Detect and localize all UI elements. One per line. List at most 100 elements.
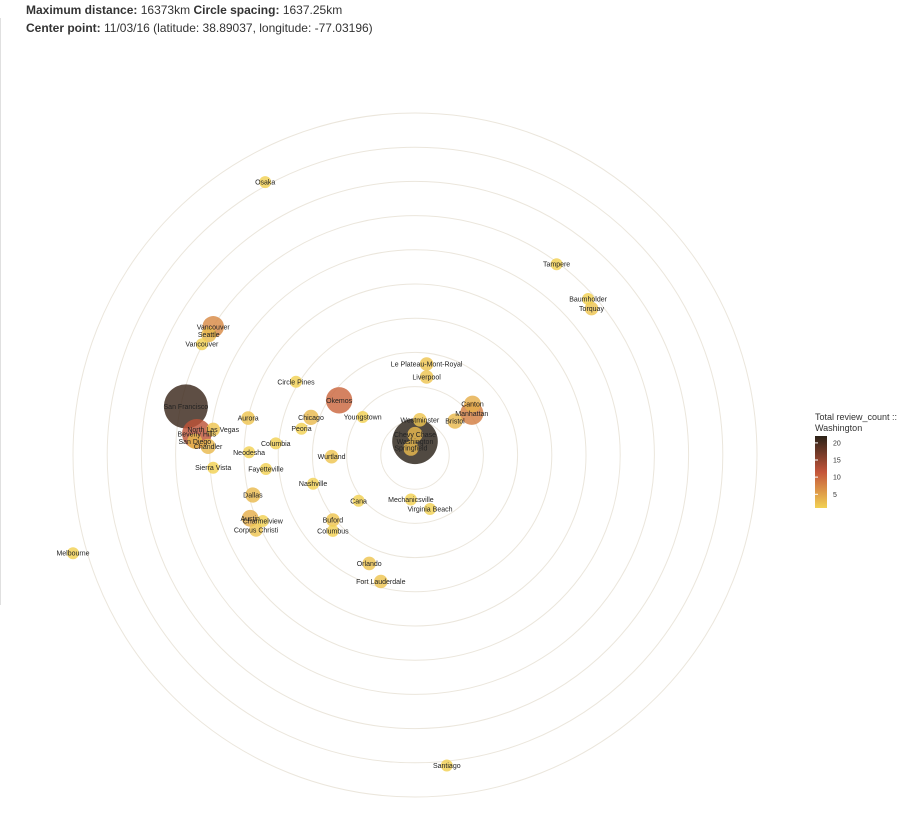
legend-tick-label: 5 (833, 492, 837, 499)
data-point (582, 293, 595, 305)
point-label: Chandler (194, 444, 223, 451)
point-label: Nashville (299, 481, 328, 488)
distance-info: Maximum distance: 16373km Circle spacing… (26, 3, 342, 17)
distance-ring (140, 180, 690, 730)
data-point (249, 523, 263, 537)
legend-tick-label: 15 (833, 458, 841, 465)
data-point (295, 422, 308, 435)
max-distance-label: Maximum distance: (26, 3, 138, 17)
point-label: Peoria (291, 426, 311, 433)
distance-ring (277, 317, 553, 593)
point-label: Manhattan (455, 411, 488, 418)
point-label: Santiago (433, 763, 461, 770)
data-point (259, 463, 272, 475)
point-label: Torquay (579, 306, 604, 313)
data-point (269, 437, 282, 450)
data-point (464, 395, 481, 413)
data-point (326, 513, 340, 527)
data-point (307, 477, 320, 490)
data-point (374, 574, 388, 589)
data-point (187, 433, 203, 449)
data-point (326, 524, 339, 537)
data-point (413, 413, 427, 427)
distance-ring (72, 112, 758, 798)
point-label: Youngstown (344, 415, 382, 422)
point-label: Vancouver (197, 324, 231, 331)
point-label: Circle Pines (277, 379, 315, 386)
data-point (325, 387, 353, 414)
point-label: Sierra Vista (195, 465, 231, 472)
circle-spacing-label: Circle spacing: (193, 3, 280, 17)
data-point (163, 384, 208, 429)
data-point (259, 176, 272, 189)
distance-ring (346, 386, 484, 524)
point-label: Baumholder (569, 297, 607, 304)
point-label: Washington (397, 439, 434, 446)
data-point (195, 338, 208, 351)
data-point (241, 509, 259, 527)
data-point (241, 411, 255, 425)
distance-ring (311, 351, 519, 559)
point-label: North Las Vegas (187, 427, 239, 434)
data-point (404, 493, 417, 506)
point-label: Fayetteville (248, 467, 284, 474)
max-distance-value: 16373km (140, 3, 191, 17)
data-point (256, 515, 269, 527)
center-point-value: 11/03/16 (latitude: 38.89037, longitude:… (104, 21, 373, 35)
point-label: Okemos (326, 398, 353, 405)
legend-title-line2: Washington (815, 423, 862, 433)
data-point (201, 327, 217, 343)
point-label: Canton (461, 402, 484, 409)
data-point (303, 409, 319, 425)
data-point (290, 375, 302, 388)
data-point (356, 411, 369, 423)
point-label: Dallas (243, 493, 263, 500)
distance-ring (106, 146, 724, 764)
point-label: Buford (323, 518, 344, 525)
center-info: Center point: 11/03/16 (latitude: 38.890… (26, 21, 373, 35)
legend-title-line1: Total review_count :: (815, 412, 897, 422)
data-point (200, 438, 216, 454)
point-label: Springfield (394, 446, 427, 453)
data-point (362, 556, 377, 571)
data-point (419, 370, 434, 384)
point-label: Channelview (243, 519, 284, 526)
point-label: Wurtland (318, 454, 346, 461)
point-label: Chevy Chase (394, 432, 436, 439)
data-point (207, 461, 220, 474)
center-point-label: Center point: (26, 21, 101, 35)
legend-tick-label: 10 (833, 475, 841, 482)
point-label: Beverly Hills (178, 431, 217, 438)
point-label: Le Plateau-Mont-Royal (391, 362, 463, 369)
point-label: Westminster (400, 417, 439, 424)
data-point (245, 487, 261, 503)
circle-spacing-value: 1637.25km (282, 3, 343, 17)
point-label: Melbourne (56, 551, 89, 558)
point-label: Orlando (357, 561, 382, 568)
point-label: Fort Lauderdale (356, 579, 406, 586)
point-label: Bristol (445, 419, 465, 426)
data-point (424, 503, 436, 515)
point-label: Mechanicsville (388, 497, 434, 504)
point-label: Neodesha (233, 450, 265, 457)
point-labels: Osaka Tampere Baumholder Torquay Melbourne Sa… (56, 180, 607, 770)
data-point (584, 301, 599, 316)
point-label: Austin (240, 516, 260, 523)
legend-colorbar (815, 436, 827, 508)
legend-ticks: 20 15 10 5 (815, 440, 841, 499)
data-point (324, 449, 339, 464)
data-point (352, 494, 365, 507)
point-label: Virginia Beach (407, 507, 452, 514)
point-label: Corpus Christi (234, 527, 279, 534)
data-point (403, 440, 419, 456)
point-label: Columbia (261, 441, 291, 448)
data-point (407, 426, 423, 443)
data-point (67, 547, 79, 560)
point-label: Liverpool (412, 375, 441, 382)
left-frame-line (0, 18, 1, 605)
point-label: Vancouver (185, 342, 219, 349)
distance-ring (175, 215, 655, 695)
data-point (550, 258, 563, 271)
